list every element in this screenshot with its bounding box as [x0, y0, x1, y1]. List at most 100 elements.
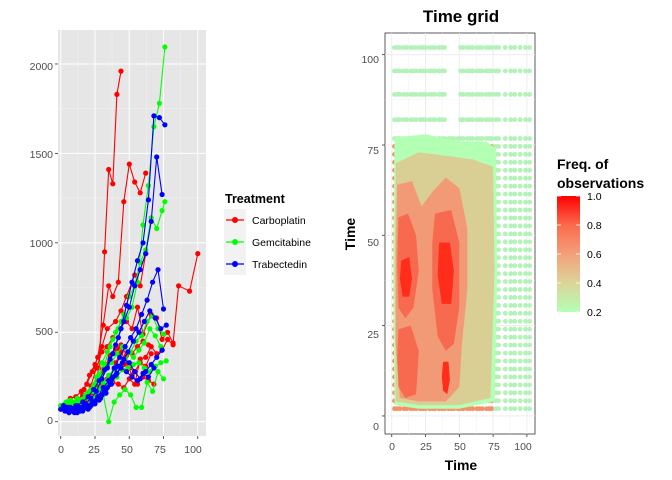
grid-point	[523, 398, 528, 404]
data-point	[111, 399, 117, 405]
grid-point	[496, 136, 501, 141]
grid-point	[508, 406, 514, 412]
grid-point	[517, 318, 523, 324]
grid-point	[527, 326, 532, 332]
grid-point	[523, 144, 528, 149]
data-point	[117, 354, 123, 360]
data-point	[136, 360, 142, 366]
grid-point	[496, 223, 501, 229]
legend-title: Treatment	[225, 192, 286, 206]
grid-point	[502, 310, 508, 316]
grid-point	[432, 45, 438, 50]
grid-point	[517, 183, 523, 189]
grid-point	[413, 117, 419, 123]
grid-point	[523, 231, 528, 237]
data-point	[100, 322, 106, 328]
grid-point	[523, 167, 528, 173]
right-y-tick-labels: 0 25 50 75 100	[361, 54, 379, 433]
left-y-tick-labels: 0 500 1000 1500 2000	[30, 61, 54, 427]
data-point	[99, 376, 105, 382]
data-point	[143, 354, 149, 360]
grid-point	[502, 334, 508, 340]
data-point	[152, 315, 158, 321]
grid-point	[432, 92, 438, 97]
data-point	[126, 360, 132, 366]
left-series-group	[58, 44, 201, 425]
grid-point	[479, 92, 485, 97]
data-point	[91, 401, 97, 407]
data-point	[85, 406, 91, 412]
grid-point	[512, 255, 518, 261]
grid-point	[512, 310, 518, 316]
data-point	[129, 374, 135, 380]
grid-point	[508, 239, 514, 245]
grid-point	[517, 92, 523, 97]
grid-point	[512, 136, 518, 141]
grid-point	[496, 199, 501, 205]
grid-point	[512, 366, 518, 372]
data-point	[130, 354, 136, 360]
grid-point	[489, 117, 495, 123]
grid-point	[508, 247, 514, 253]
grid-point	[527, 68, 532, 74]
data-point	[128, 392, 134, 398]
grid-point	[496, 334, 501, 340]
grid-point	[508, 295, 514, 300]
grid-point	[527, 374, 532, 380]
grid-point	[496, 247, 501, 253]
grid-point	[502, 159, 508, 165]
grid-point	[523, 279, 528, 284]
data-point	[118, 68, 124, 74]
data-point	[160, 331, 167, 337]
grid-point	[423, 92, 428, 97]
data-point	[147, 308, 153, 314]
data-point	[137, 283, 143, 289]
data-point	[80, 408, 86, 414]
grid-point	[502, 136, 508, 141]
grid-point	[470, 117, 476, 123]
grid-point	[451, 136, 457, 141]
freq-legend-title-line2: observations	[557, 175, 644, 191]
data-point	[148, 361, 154, 368]
density-level-5	[441, 361, 450, 395]
grid-point	[496, 271, 501, 276]
grid-point	[517, 366, 523, 372]
grid-point	[512, 326, 518, 332]
grid-point	[527, 310, 532, 316]
grid-point	[508, 152, 514, 157]
grid-point	[508, 279, 514, 284]
grid-point	[523, 92, 528, 97]
data-point	[176, 283, 182, 289]
data-point	[110, 336, 116, 342]
grid-point	[512, 117, 518, 123]
grid-point	[508, 223, 514, 229]
grid-point	[527, 255, 532, 261]
grid-point	[523, 255, 528, 261]
y-tick-label: 75	[367, 145, 379, 157]
colorbar-label: 1.0	[587, 191, 602, 203]
data-point	[106, 419, 112, 425]
data-point	[93, 365, 99, 371]
grid-point	[517, 199, 523, 205]
grid-point	[496, 279, 501, 284]
data-point	[102, 388, 108, 394]
grid-point	[527, 334, 532, 340]
grid-point	[479, 406, 485, 412]
grid-point	[470, 68, 476, 74]
grid-point	[512, 68, 518, 74]
data-point	[60, 403, 67, 409]
right-x-tick-labels: 0 25 50 75 100	[389, 441, 532, 453]
grid-point	[413, 68, 419, 74]
grid-point	[512, 215, 518, 221]
grid-point	[512, 271, 518, 276]
grid-point	[496, 350, 501, 356]
grid-point	[496, 191, 501, 197]
grid-point	[527, 366, 532, 372]
series-trabectedin	[58, 113, 169, 416]
data-point	[150, 279, 156, 285]
grid-point	[496, 263, 501, 269]
data-point	[99, 349, 105, 355]
grid-point	[512, 239, 518, 245]
grid-point	[502, 92, 508, 97]
grid-point	[502, 255, 508, 261]
